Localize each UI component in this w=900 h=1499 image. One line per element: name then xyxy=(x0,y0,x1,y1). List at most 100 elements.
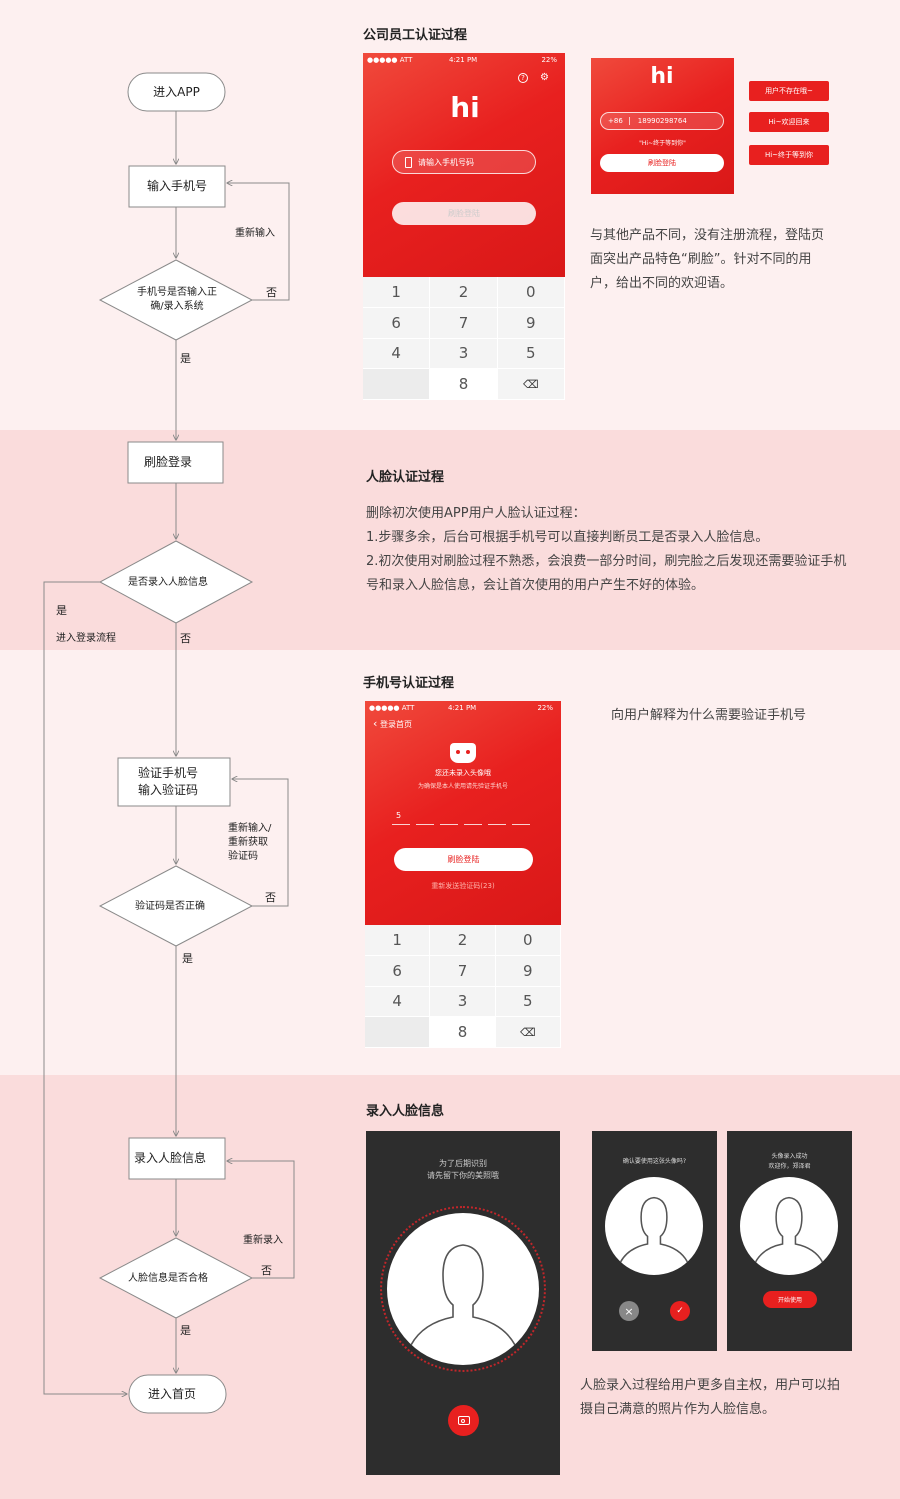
section4-desc-l1: 人脸录入过程给用户更多自主权，用户可以拍 xyxy=(580,1378,841,1393)
key-delete[interactable]: ⌫ xyxy=(495,1017,561,1048)
node-enter-app: 进入APP xyxy=(153,84,200,99)
code-input[interactable]: 5 xyxy=(392,809,534,825)
section1-title: 公司员工认证过程 xyxy=(363,28,468,43)
check-icon: ✓ xyxy=(676,1306,684,1316)
key[interactable]: 9 xyxy=(495,955,561,987)
key[interactable]: 4 xyxy=(365,986,431,1018)
key-blank xyxy=(365,1017,431,1048)
face-login-button-small[interactable]: 刷脸登陆 xyxy=(600,154,724,172)
start-use-button[interactable]: 开始使用 xyxy=(763,1291,817,1308)
status-battery-2: 22% xyxy=(537,704,553,712)
login-phone-mockup: ●●●●● ATT 4:21 PM 22% ? ⚙ hi 请输入手机号码 刷脸登… xyxy=(363,53,565,400)
success-text-l2: 欢迎你，郑泽君 xyxy=(768,1163,811,1170)
status-carrier-2: ●●●●● ATT xyxy=(369,704,415,712)
node-verify-phone-l1: 验证手机号 xyxy=(137,766,198,780)
node-enter-home-shape xyxy=(128,1374,227,1414)
node-verify-phone-shape xyxy=(117,757,231,807)
verify-reason-msg: 为确保是本人使用请先验证手机号 xyxy=(417,783,508,790)
face-login-small-label: 刷脸登陆 xyxy=(648,159,676,167)
key[interactable]: 5 xyxy=(495,986,561,1018)
avatar-silhouette-icon xyxy=(754,1196,824,1263)
node-enter-face: 录入人脸信息 xyxy=(133,1151,206,1165)
resend-code-link[interactable]: 重新发送验证码(23) xyxy=(431,882,495,890)
verify-login-label: 刷脸登陆 xyxy=(447,855,480,864)
key[interactable]: 4 xyxy=(363,338,431,370)
success-text-l1: 头像录入成功 xyxy=(771,1153,808,1160)
section2-desc-l1: 删除初次使用APP用户人脸认证过程： xyxy=(366,506,586,521)
node-verify-phone-l2: 输入验证码 xyxy=(137,783,198,797)
key[interactable]: 2 xyxy=(430,277,498,308)
verify-login-button[interactable]: 刷脸登陆 xyxy=(394,848,533,871)
start-use-label: 开始使用 xyxy=(777,1297,802,1304)
section1-desc-l2: 面突出产品特色“刷脸”。针对不同的用 xyxy=(590,252,812,267)
phone-input-filled[interactable]: +86 18990298764 xyxy=(600,112,724,130)
reject-button[interactable]: × xyxy=(619,1301,639,1321)
key[interactable]: 0 xyxy=(495,925,561,956)
keypad-2: 1 2 0 6 7 9 4 3 5 8 ⌫ xyxy=(365,925,561,1048)
key[interactable]: 3 xyxy=(430,338,498,370)
face-login-label: 刷脸登陆 xyxy=(448,209,480,218)
status-time-2: 4:21 PM xyxy=(448,704,477,712)
key[interactable]: 3 xyxy=(430,986,496,1018)
key[interactable]: 6 xyxy=(365,955,431,987)
app-logo: hi xyxy=(450,91,480,124)
label-no-2: 否 xyxy=(180,632,191,645)
section2-title: 人脸认证过程 xyxy=(366,470,445,485)
login-variant-mockup: hi +86 18990298764 "Hi~终于等到你" 刷脸登陆 xyxy=(591,58,734,194)
section1-desc: 与其他产品不同，没有注册流程，登陆页 面突出产品特色“刷脸”。针对不同的用 户，… xyxy=(590,224,824,296)
key[interactable]: 1 xyxy=(363,277,431,308)
label-yes-2: 是 xyxy=(56,604,67,617)
accept-button[interactable]: ✓ xyxy=(670,1301,690,1321)
camera-button[interactable] xyxy=(448,1405,479,1436)
key[interactable]: 0 xyxy=(497,277,565,308)
key[interactable]: 1 xyxy=(365,925,431,956)
key[interactable]: 8 xyxy=(430,369,498,400)
key[interactable]: 9 xyxy=(497,307,565,339)
key[interactable]: 7 xyxy=(430,955,496,987)
mascot-icon xyxy=(450,743,476,763)
section1-desc-l3: 户，给出不同的欢迎语。 xyxy=(590,276,734,291)
tag-finally-here: Hi~终于等到你 xyxy=(749,145,829,165)
label-yes-3: 是 xyxy=(182,952,193,965)
section2-desc-l2: 1.步骤多余，后台可根据手机号可以直接判断员工是否录入人脸信息。 xyxy=(366,530,769,545)
node-enter-home: 进入首页 xyxy=(147,1386,196,1401)
key[interactable]: 8 xyxy=(430,1017,496,1048)
avatar-silhouette-icon xyxy=(619,1196,689,1263)
close-icon: × xyxy=(624,1304,634,1318)
key[interactable]: 2 xyxy=(430,925,496,956)
key[interactable]: 7 xyxy=(430,307,498,339)
status-time: 4:21 PM xyxy=(449,56,478,64)
node-face-login: 刷脸登录 xyxy=(143,455,192,469)
capture-ring xyxy=(380,1206,546,1372)
face-login-button[interactable]: 刷脸登陆 xyxy=(392,202,536,225)
capture-hint-l2: 请先留下你的美照哦 xyxy=(427,1171,499,1180)
label-no-4: 否 xyxy=(261,1264,272,1277)
label-retry-code-1: 重新输入/ xyxy=(228,823,272,834)
key-delete[interactable]: ⌫ xyxy=(497,369,565,400)
help-icon[interactable]: ? xyxy=(518,73,528,83)
node-face-entered-check: 是否录入人脸信息 xyxy=(128,576,208,588)
confirm-avatar-text: 确认要使用这张头像吗? xyxy=(622,1158,687,1165)
back-button[interactable]: ‹ 登录首页 xyxy=(373,717,412,732)
country-code: +86 xyxy=(608,117,630,125)
settings-icon[interactable]: ⚙ xyxy=(540,72,549,83)
key[interactable]: 5 xyxy=(497,338,565,370)
confirm-face-preview xyxy=(605,1177,703,1275)
node-input-phone-shape xyxy=(128,165,226,208)
avatar-silhouette-icon xyxy=(410,1244,516,1346)
key-blank xyxy=(363,369,431,400)
phone-number: 18990298764 xyxy=(637,117,687,125)
status-bar-2: ●●●●● ATT 4:21 PM 22% xyxy=(365,701,561,715)
section2-desc-l4: 号和录入人脸信息，会让首次使用的用户产生不好的体验。 xyxy=(366,578,705,593)
verify-phone-mockup: ●●●●● ATT 4:21 PM 22% ‹ 登录首页 您还未录入头像哦 为确… xyxy=(365,701,561,1048)
phone-input[interactable]: 请输入手机号码 xyxy=(392,150,536,174)
capture-hint-l1: 为了后期识别 xyxy=(439,1159,487,1168)
section2-desc: 删除初次使用APP用户人脸认证过程： 1.步骤多余，后台可根据手机号可以直接判断… xyxy=(366,502,846,598)
node-code-check: 验证码是否正确 xyxy=(135,900,205,912)
success-mockup: 头像录入成功 欢迎你，郑泽君 开始使用 xyxy=(727,1131,852,1351)
key[interactable]: 6 xyxy=(363,307,431,339)
label-retry-code-3: 验证码 xyxy=(228,851,258,862)
section1-desc-l1: 与其他产品不同，没有注册流程，登陆页 xyxy=(590,228,825,243)
section2-desc-l3: 2.初次使用对刷脸过程不熟悉，会浪费一部分时间，刷完脸之后发现还需要验证手机 xyxy=(366,554,847,569)
phone-placeholder: 请输入手机号码 xyxy=(418,157,474,167)
